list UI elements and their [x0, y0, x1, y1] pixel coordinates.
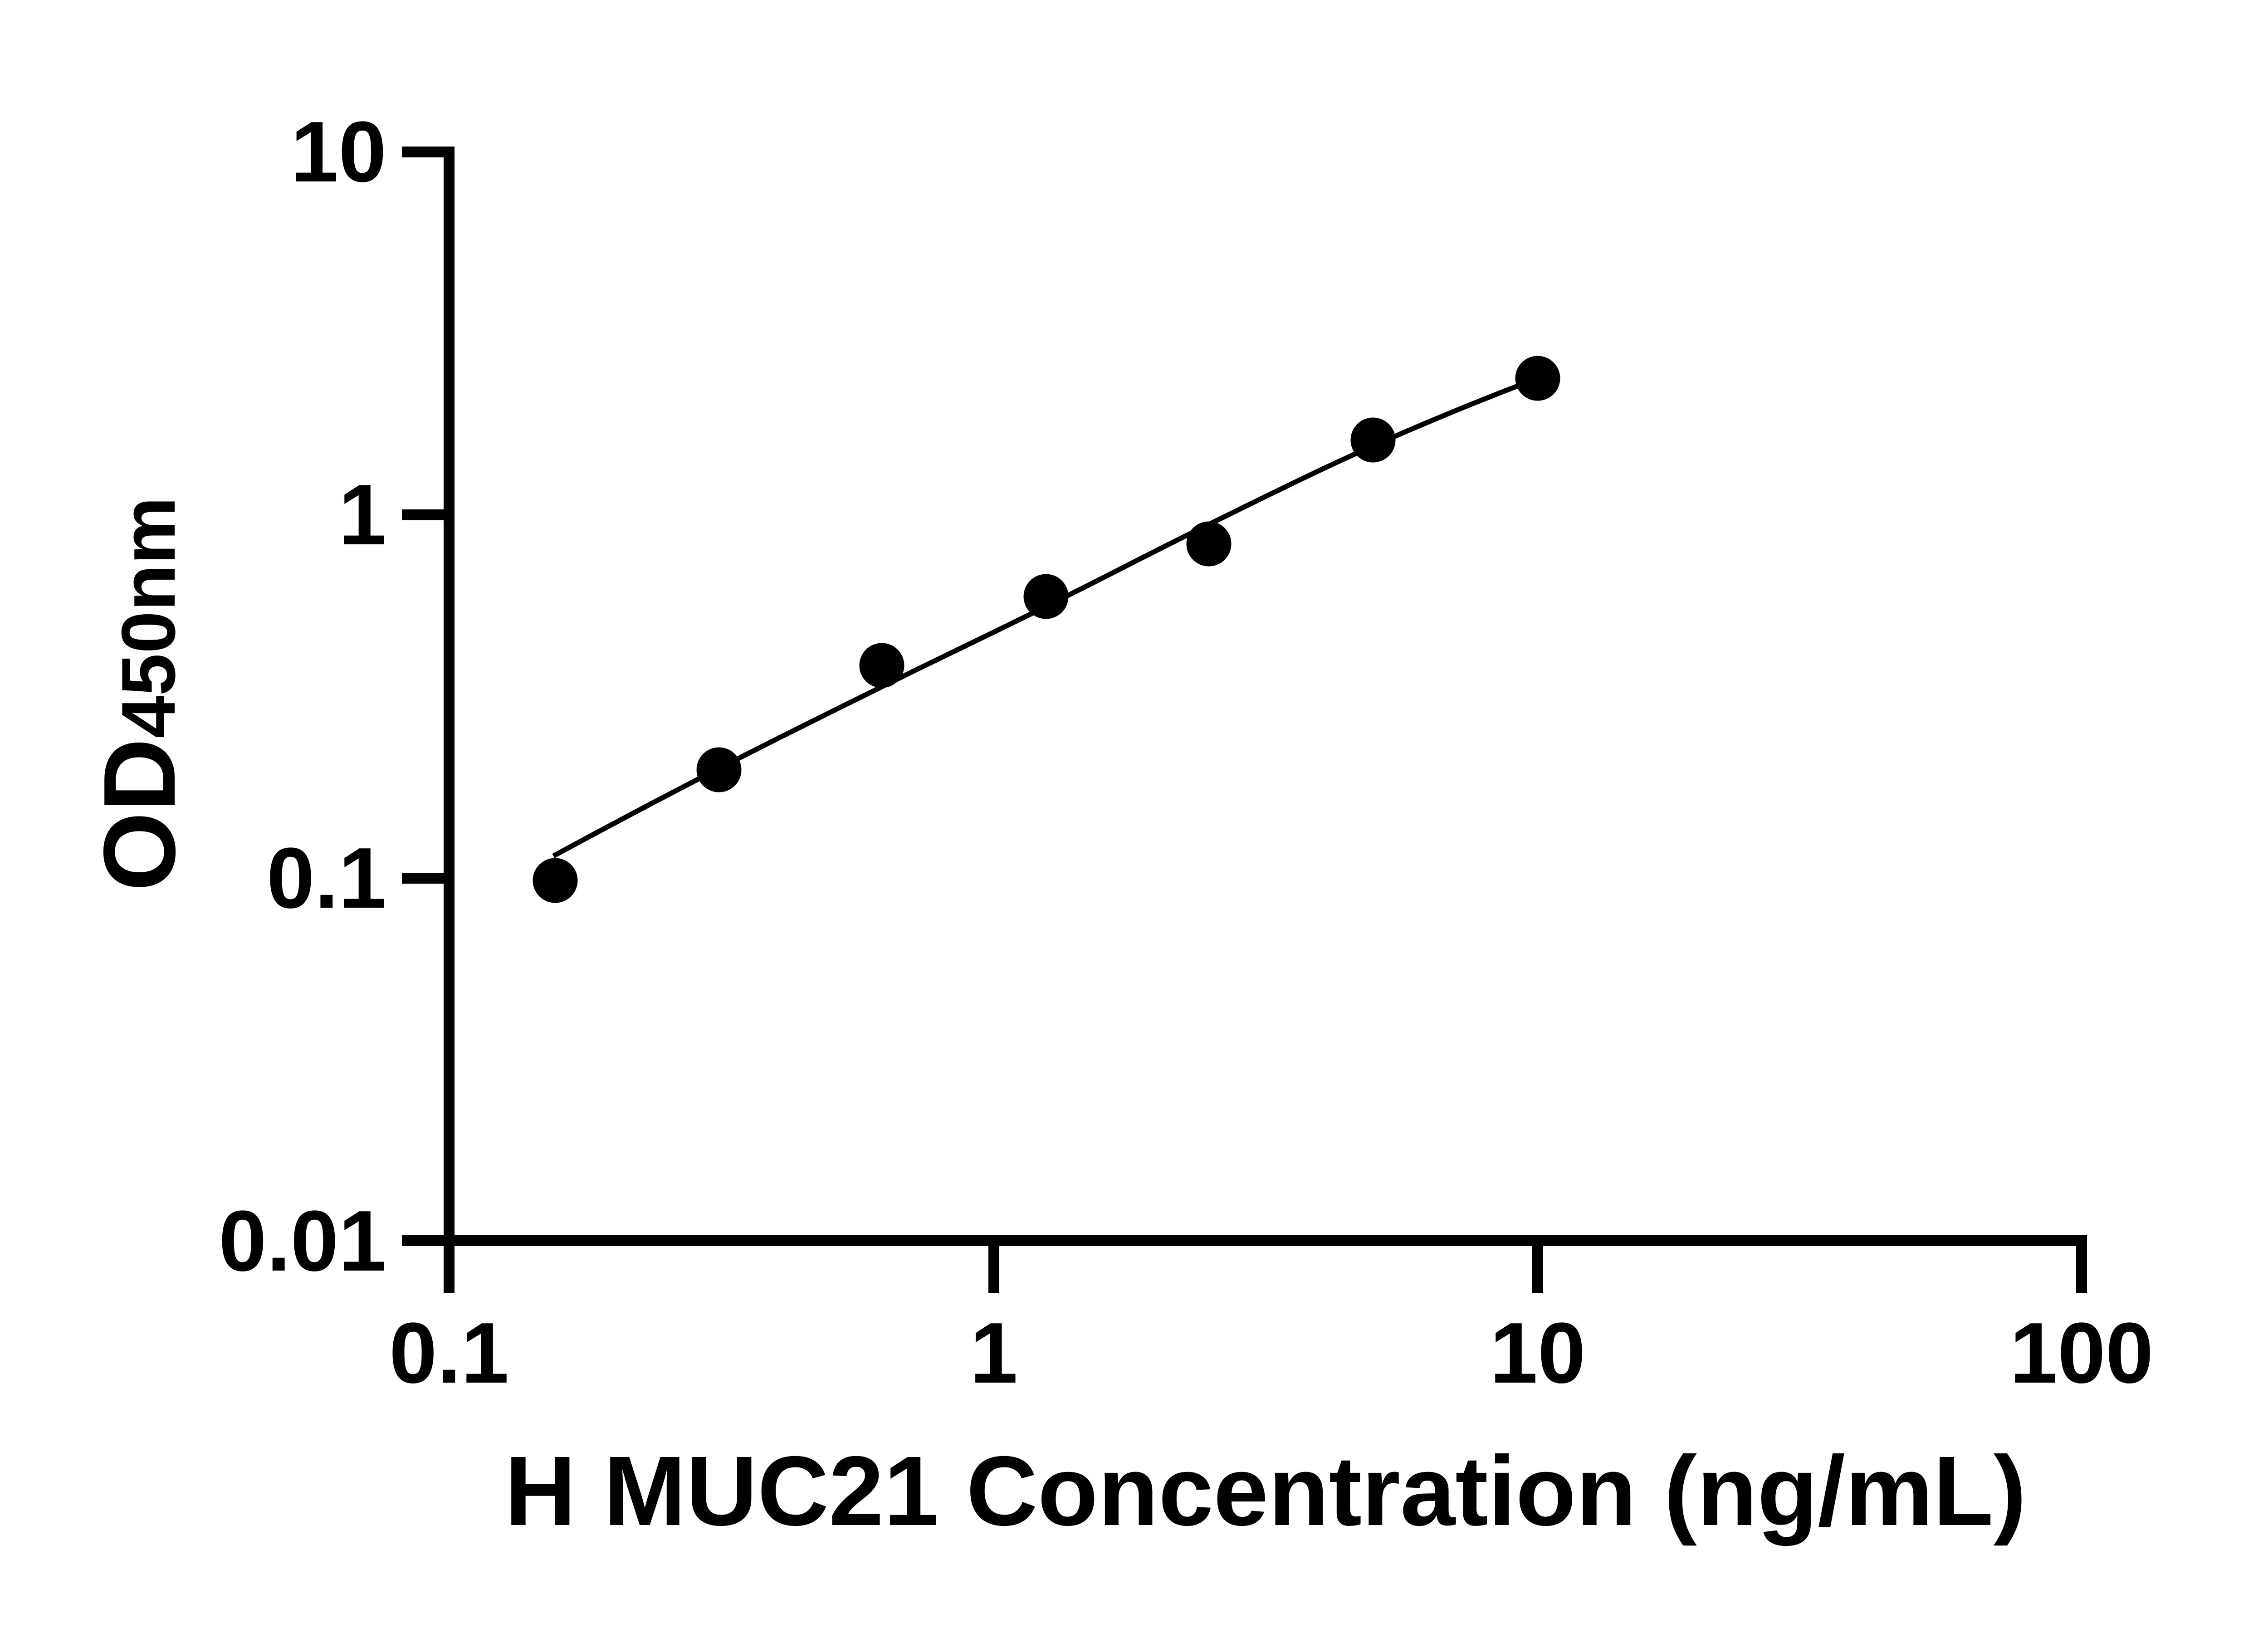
svg-text:1: 1 [338, 467, 386, 563]
svg-text:10: 10 [1490, 1305, 1585, 1401]
svg-text:100: 100 [2009, 1305, 2153, 1401]
svg-text:10: 10 [291, 104, 386, 200]
svg-text:OD450nm: OD450nm [82, 497, 196, 891]
svg-text:H MUC21 Concentration (ng/mL): H MUC21 Concentration (ng/mL) [505, 1436, 2027, 1546]
svg-text:0.1: 0.1 [389, 1305, 509, 1401]
svg-text:1: 1 [970, 1305, 1018, 1401]
svg-text:0.1: 0.1 [267, 830, 386, 926]
svg-text:0.01: 0.01 [219, 1193, 386, 1289]
